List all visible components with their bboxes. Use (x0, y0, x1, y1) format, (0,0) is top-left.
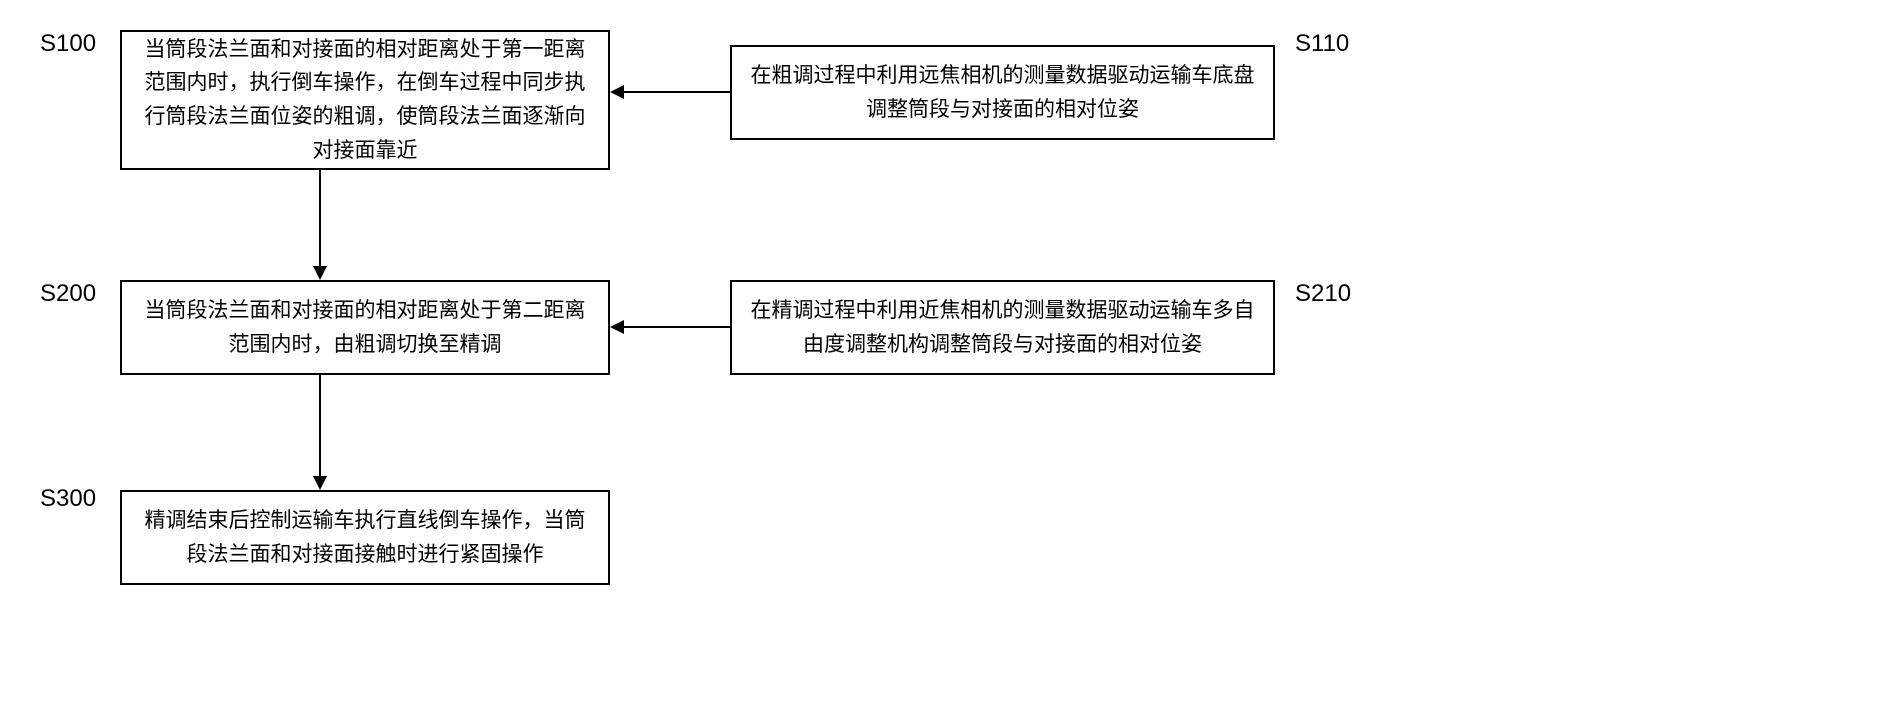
step-box-s210: 在精调过程中利用近焦相机的测量数据驱动运输车多自由度调整机构调整筒段与对接面的相… (730, 280, 1275, 375)
step-box-s110: 在粗调过程中利用远焦相机的测量数据驱动运输车底盘调整筒段与对接面的相对位姿 (730, 45, 1275, 140)
step-label-s100: S100 (40, 30, 96, 58)
step-text-s200: 当筒段法兰面和对接面的相对距离处于第二距离范围内时，由粗调切换至精调 (136, 294, 594, 361)
arrow-s210-s200 (610, 317, 730, 337)
step-label-s210: S210 (1295, 280, 1351, 308)
step-label-s110: S110 (1295, 30, 1349, 58)
step-box-s200: 当筒段法兰面和对接面的相对距离处于第二距离范围内时，由粗调切换至精调 (120, 280, 610, 375)
step-label-s300: S300 (40, 485, 96, 513)
arrow-s110-s100 (610, 82, 730, 102)
step-text-s300: 精调结束后控制运输车执行直线倒车操作，当筒段法兰面和对接面接触时进行紧固操作 (136, 504, 594, 571)
step-box-s300: 精调结束后控制运输车执行直线倒车操作，当筒段法兰面和对接面接触时进行紧固操作 (120, 490, 610, 585)
arrow-s200-s300 (310, 375, 330, 490)
step-text-s110: 在粗调过程中利用远焦相机的测量数据驱动运输车底盘调整筒段与对接面的相对位姿 (746, 59, 1259, 126)
step-box-s100: 当筒段法兰面和对接面的相对距离处于第一距离范围内时，执行倒车操作，在倒车过程中同… (120, 30, 610, 170)
step-text-s100: 当筒段法兰面和对接面的相对距离处于第一距离范围内时，执行倒车操作，在倒车过程中同… (136, 33, 594, 167)
step-text-s210: 在精调过程中利用近焦相机的测量数据驱动运输车多自由度调整机构调整筒段与对接面的相… (746, 294, 1259, 361)
arrow-s100-s200 (310, 170, 330, 280)
step-label-s200: S200 (40, 280, 96, 308)
